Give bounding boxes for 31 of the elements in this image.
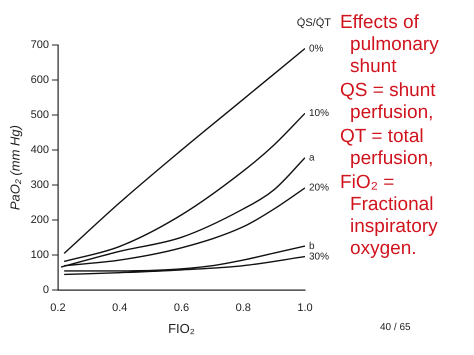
- y-axis-title: PaO₂ (mm Hg): [7, 125, 22, 210]
- text: 40 / 65: [380, 322, 411, 333]
- text: QT = total perfusion,: [340, 126, 434, 170]
- x-tick-label: 0.4: [112, 302, 128, 314]
- text: Effects of pulmonary shunt: [340, 12, 440, 78]
- y-tick-label: 100: [30, 249, 49, 262]
- y-tick-label: 200: [30, 214, 49, 226]
- legend-title: Q̇S/Q̇T: [296, 16, 332, 30]
- x-tick-label: 0.8: [236, 302, 251, 314]
- y-tick-label: 400: [30, 144, 49, 156]
- series-label: 30%: [309, 251, 330, 262]
- x-tick-label: 0.6: [174, 302, 190, 314]
- y-tick-label: 300: [30, 179, 49, 192]
- series-label: b: [309, 240, 315, 252]
- text: QS = shunt perfusion,: [340, 80, 437, 124]
- x-axis-title: FIO₂: [168, 320, 195, 336]
- series-label: 10%: [309, 108, 330, 120]
- x-tick-label: 0.2: [50, 302, 66, 314]
- y-tick-label: 700: [30, 39, 49, 52]
- series-label: 0%: [309, 43, 324, 54]
- y-tick-label: 500: [30, 109, 49, 122]
- line-series: [63, 48, 305, 254]
- y-tick-label: 0: [42, 284, 49, 296]
- series-label: a: [309, 152, 315, 164]
- text: FiO₂ = Fractional inspiratory oxygen.: [340, 172, 439, 260]
- line-series: [60, 157, 305, 268]
- y-tick-label: 600: [30, 74, 49, 86]
- series-label: 20%: [309, 182, 330, 194]
- line-series: [63, 245, 305, 272]
- line-series: [63, 112, 305, 262]
- x-tick-label: 1.0: [297, 302, 313, 314]
